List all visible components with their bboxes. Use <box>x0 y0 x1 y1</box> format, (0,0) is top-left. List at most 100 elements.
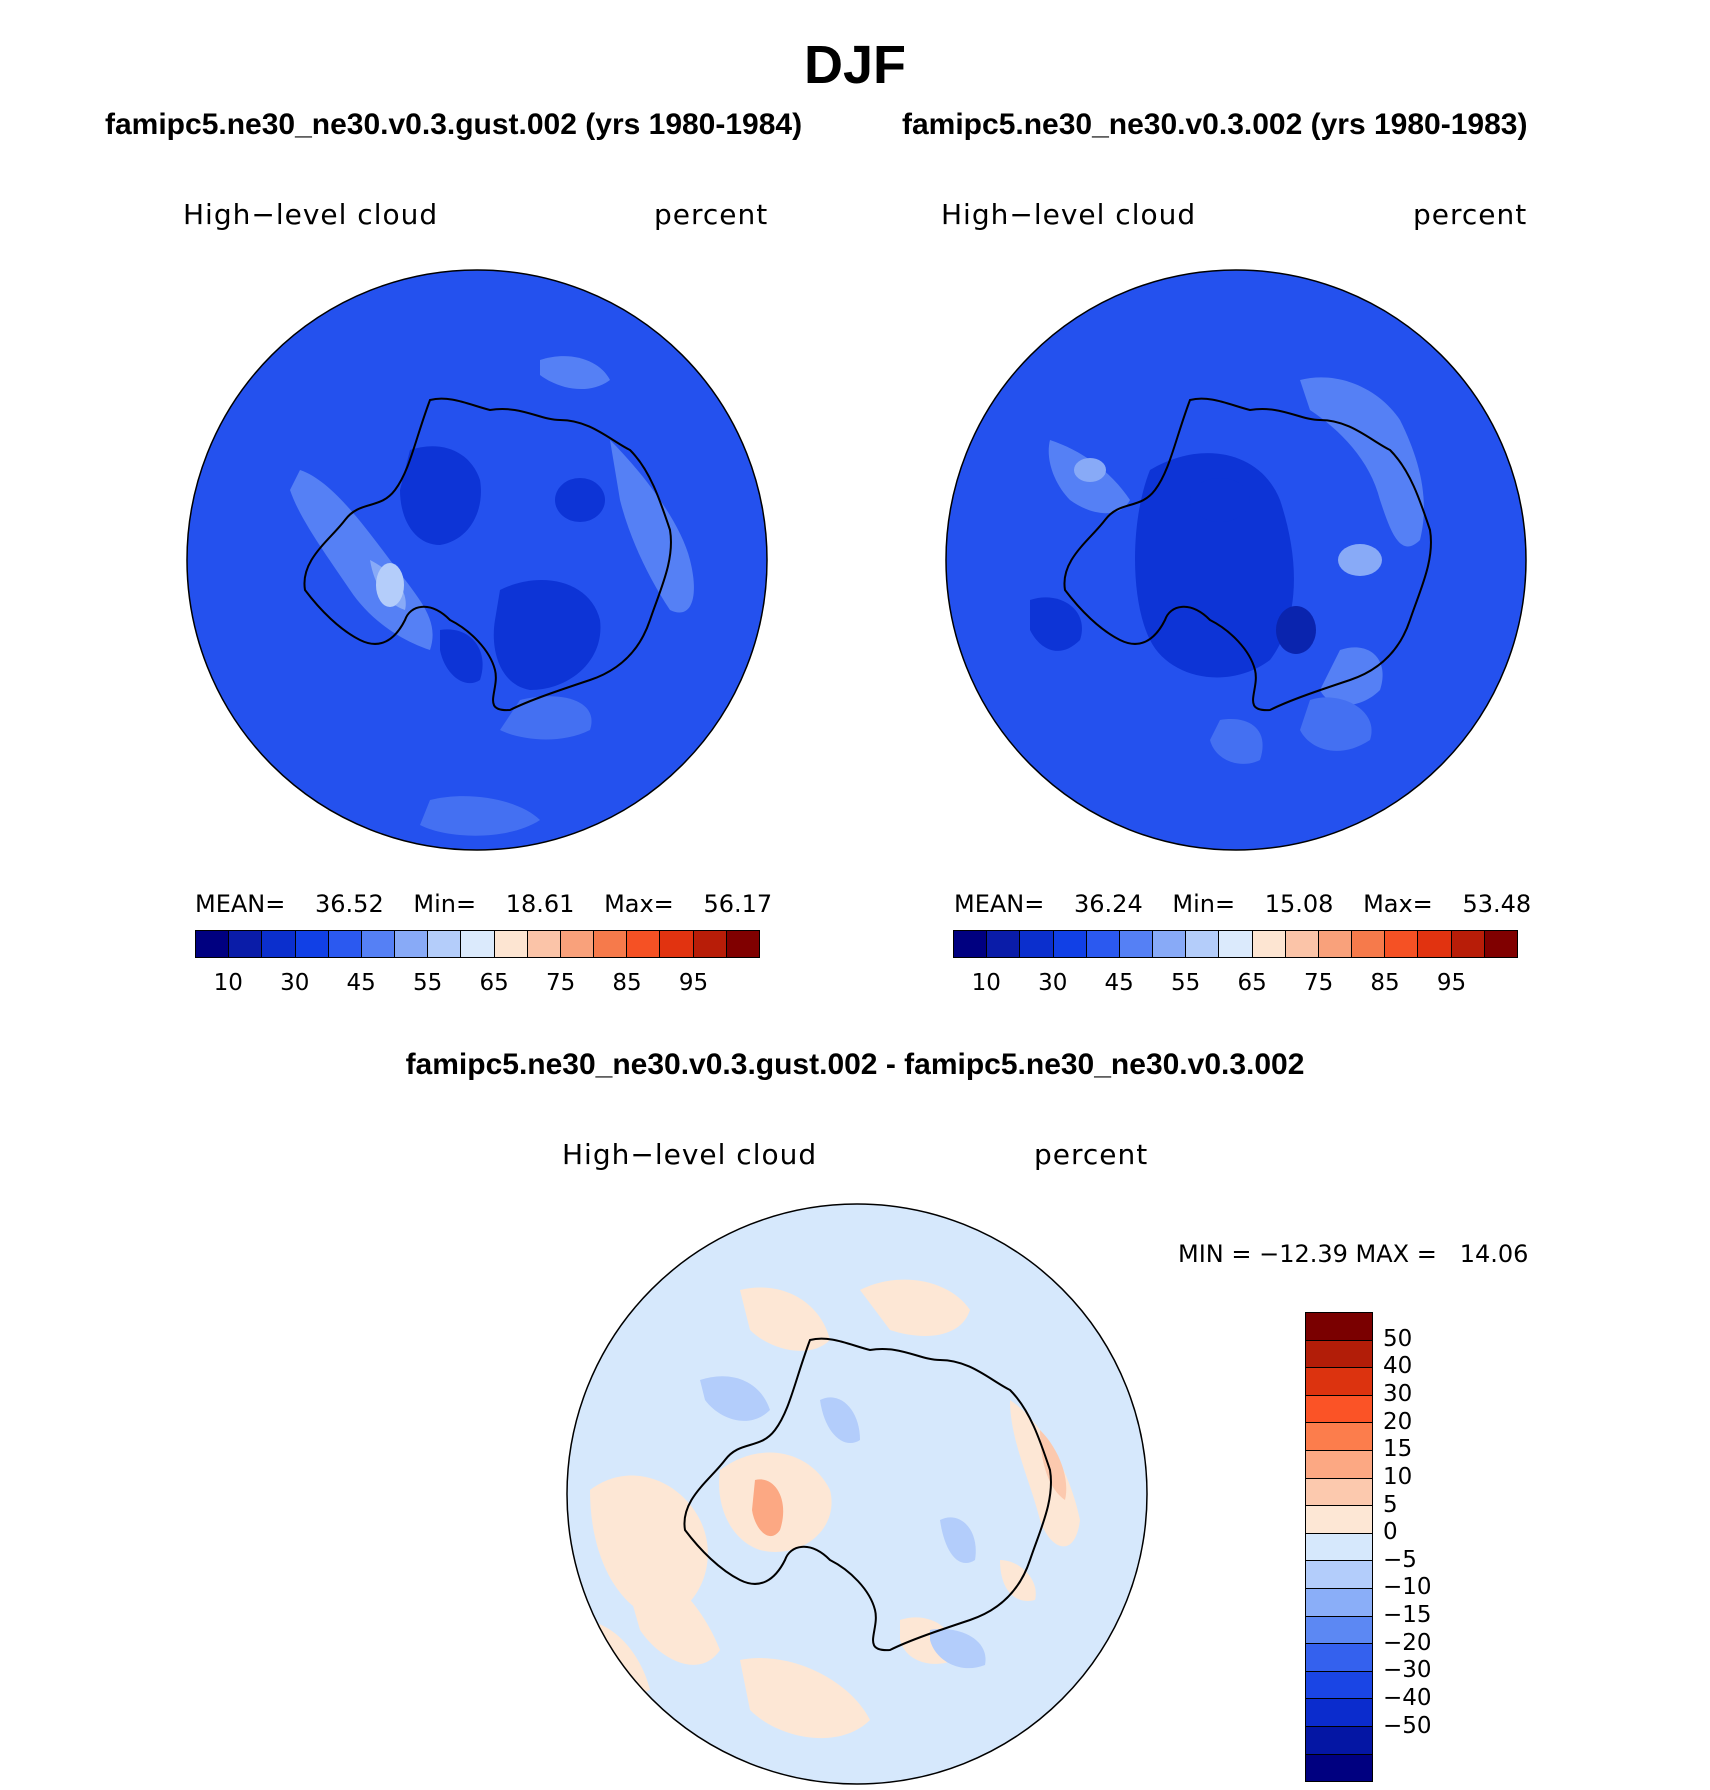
panel1-colorbar <box>195 930 760 958</box>
colorbar-swatch <box>1306 1671 1372 1700</box>
colorbar-swatch <box>1086 931 1120 957</box>
colorbar-swatch <box>1306 1588 1372 1617</box>
colorbar-tick-label: 75 <box>545 970 576 996</box>
panel3-contour-fill <box>567 1204 1147 1784</box>
colorbar-swatch <box>1186 931 1220 957</box>
colorbar-tick-label: −30 <box>1383 1657 1432 1684</box>
colorbar-tick-label: 50 <box>1383 1325 1413 1352</box>
colorbar-tick-label: −40 <box>1383 1685 1432 1712</box>
colorbar-swatch <box>1306 1423 1372 1451</box>
colorbar-swatch <box>1451 931 1485 957</box>
colorbar-swatch <box>428 931 462 957</box>
colorbar-swatch <box>461 931 495 957</box>
colorbar-swatch <box>196 931 230 957</box>
colorbar-swatch <box>560 931 595 957</box>
colorbar-tick-label: 85 <box>612 970 642 996</box>
colorbar-tick-label: 30 <box>1383 1380 1413 1407</box>
panel1-max-value: 56.17 <box>703 890 773 918</box>
panel1-min-label: Min= <box>413 890 477 918</box>
colorbar-swatch <box>693 931 727 957</box>
colorbar-tick-label: 95 <box>678 970 709 996</box>
colorbar-swatch <box>1306 1754 1372 1782</box>
panel1-max-label: Max= <box>604 890 674 918</box>
colorbar-swatch <box>1306 1644 1372 1672</box>
panel3-colorbar <box>1305 1312 1373 1782</box>
colorbar-swatch <box>262 931 296 957</box>
colorbar-tick-label: 15 <box>1383 1436 1413 1463</box>
colorbar-swatch <box>1306 1699 1372 1727</box>
colorbar-swatch <box>229 931 263 957</box>
colorbar-tick-label: 85 <box>1370 970 1400 996</box>
colorbar-swatch <box>1318 931 1353 957</box>
colorbar-tick-label: 10 <box>213 970 243 996</box>
colorbar-swatch <box>987 931 1021 957</box>
main-title: DJF <box>803 35 906 95</box>
panel3-minmax: MIN = −12.39 MAX = 14.06 <box>1178 1240 1529 1268</box>
panel2-stats: MEAN= 36.24 Min= 15.08 Max= 53.48 <box>954 890 1531 918</box>
colorbar-swatch <box>1306 1616 1372 1645</box>
colorbar-tick-label: −10 <box>1383 1574 1432 1601</box>
colorbar-swatch <box>527 931 561 957</box>
colorbar-swatch <box>1306 1395 1372 1424</box>
panel1-mean-label: MEAN= <box>195 890 286 918</box>
panel3-units-label: percent <box>1034 1138 1149 1171</box>
colorbar-swatch <box>1385 931 1419 957</box>
panel2-colorbar <box>953 930 1518 958</box>
colorbar-swatch <box>1306 1561 1372 1589</box>
colorbar-tick-label: 10 <box>1383 1463 1413 1490</box>
colorbar-swatch <box>1306 1340 1372 1369</box>
colorbar-swatch <box>1153 931 1187 957</box>
colorbar-swatch <box>1306 1506 1372 1534</box>
colorbar-swatch <box>494 931 528 957</box>
colorbar-swatch <box>1306 1726 1372 1755</box>
panel2-mean-label: MEAN= <box>954 890 1045 918</box>
colorbar-tick-label: 65 <box>479 970 509 996</box>
colorbar-swatch <box>328 931 362 957</box>
panel2-case-title: famipc5.ne30_ne30.v0.3.002 (yrs 1980-198… <box>902 108 1528 141</box>
colorbar-swatch <box>1306 1368 1372 1396</box>
colorbar-swatch <box>1306 1533 1372 1562</box>
colorbar-swatch <box>295 931 329 957</box>
panel2-mean-value: 36.24 <box>1074 890 1143 918</box>
panel2-contour-fill <box>946 270 1526 850</box>
colorbar-swatch <box>1219 931 1253 957</box>
panel3-variable-label: High−level cloud <box>562 1138 818 1171</box>
panel2-variable-label: High−level cloud <box>941 198 1197 231</box>
colorbar-swatch <box>1418 931 1452 957</box>
colorbar-tick-label: 95 <box>1436 970 1467 996</box>
colorbar-tick-label: 55 <box>413 970 443 996</box>
panel1-case-title: famipc5.ne30_ne30.v0.3.gust.002 (yrs 198… <box>105 108 803 141</box>
panel2-max-label: Max= <box>1363 890 1433 918</box>
colorbar-swatch <box>1053 931 1087 957</box>
colorbar-tick-label: 30 <box>280 970 310 996</box>
panel2-units-label: percent <box>1413 198 1528 231</box>
panel2-max-value: 53.48 <box>1462 890 1532 918</box>
colorbar-swatch <box>1306 1478 1372 1507</box>
panel1-stats: MEAN= 36.52 Min= 18.61 Max= 56.17 <box>195 890 772 918</box>
colorbar-swatch <box>395 931 429 957</box>
panel1-variable-label: High−level cloud <box>183 198 439 231</box>
colorbar-swatch <box>627 931 661 957</box>
colorbar-swatch <box>1285 931 1319 957</box>
colorbar-tick-label: −5 <box>1383 1546 1417 1573</box>
colorbar-tick-label: −15 <box>1383 1602 1432 1629</box>
colorbar-tick-label: 30 <box>1038 970 1068 996</box>
colorbar-tick-label: 45 <box>346 970 376 996</box>
colorbar-tick-label: 5 <box>1383 1491 1398 1518</box>
colorbar-swatch <box>1484 931 1517 957</box>
colorbar-swatch <box>1119 931 1154 957</box>
colorbar-swatch <box>594 931 628 957</box>
colorbar-swatch <box>1020 931 1054 957</box>
panel1-units-label: percent <box>654 198 769 231</box>
colorbar-tick-label: 10 <box>971 970 1001 996</box>
panel1-min-value: 18.61 <box>505 890 575 918</box>
colorbar-swatch <box>726 931 759 957</box>
colorbar-swatch <box>660 931 694 957</box>
panel1-contour-fill <box>187 270 767 850</box>
colorbar-tick-label: 40 <box>1383 1353 1413 1380</box>
colorbar-swatch <box>1352 931 1386 957</box>
colorbar-tick-label: 55 <box>1171 970 1201 996</box>
colorbar-swatch <box>1252 931 1286 957</box>
colorbar-swatch <box>1306 1450 1372 1479</box>
colorbar-swatch <box>1306 1313 1372 1341</box>
